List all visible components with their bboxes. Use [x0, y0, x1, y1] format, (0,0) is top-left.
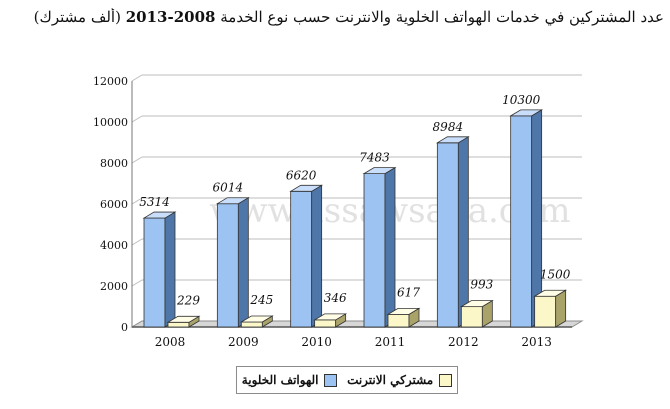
bar-mobile-2010	[289, 184, 324, 328]
gridline-diag-12000	[131, 74, 143, 82]
legend-item-mobile: الهواتف الخلوية	[242, 373, 338, 387]
data-label-internet: 617	[397, 285, 420, 299]
bar-internet-2008	[166, 315, 201, 328]
bar-internet-2008-top	[166, 315, 201, 323]
legend: الهواتف الخلوية مشتركي الانترنت	[236, 366, 458, 394]
x-tick-label: 2010	[301, 335, 332, 349]
data-label-mobile: 6014	[213, 181, 244, 195]
bar-internet-2012-front	[460, 306, 483, 328]
gridline-diag-6000	[131, 197, 143, 205]
bar-mobile-2011-front	[363, 173, 386, 328]
bar-mobile-2012-top	[435, 136, 470, 144]
data-label-mobile: 10300	[502, 93, 541, 107]
bar-internet-2009	[239, 315, 274, 328]
bar-mobile-2009-top	[215, 197, 250, 205]
bar-internet-2011-front	[387, 313, 410, 328]
bar-internet-2012-top	[459, 300, 494, 308]
data-label-internet: 245	[249, 293, 273, 307]
data-labels: 5314 229 6014 245 6620 346 7483 617 8984 993 10300…	[139, 93, 571, 307]
x-tick-label: 2009	[228, 335, 259, 349]
x-tick-label: 2012	[448, 335, 479, 349]
bar-internet-2010	[313, 313, 348, 328]
data-label-mobile: 7483	[359, 151, 390, 165]
bar-mobile-2008	[142, 211, 177, 328]
bar-mobile-2010-top	[289, 184, 324, 192]
bar-mobile-2008-top	[142, 211, 177, 219]
data-label-mobile: 6620	[286, 168, 317, 182]
y-tick-label: 6000	[100, 198, 128, 211]
bar-mobile-2010-side	[311, 184, 323, 328]
data-label-internet: 993	[470, 278, 493, 292]
gridline-diag-10000	[131, 115, 143, 123]
bar-mobile-2012-side	[457, 136, 469, 328]
bar-internet-2010-front	[314, 319, 337, 328]
bar-mobile-2011	[362, 166, 397, 328]
gridline-diag-4000	[131, 238, 143, 246]
bar-mobile-2009-side	[237, 197, 249, 328]
chart-title-main: عدد المشتركين في خدمات الهواتف الخلوية و…	[220, 8, 664, 26]
data-label-mobile: 5314	[139, 195, 170, 209]
y-tick-label: 0	[121, 321, 128, 334]
x-tick-label: 2013	[521, 335, 552, 349]
bar-internet-2013-top	[533, 289, 568, 297]
data-label-internet: 346	[324, 291, 347, 305]
chart-title-unit: (ألف مشترك)	[33, 8, 121, 26]
legend-label-mobile: الهواتف الخلوية	[241, 373, 319, 387]
gridline-diag-2000	[131, 279, 143, 287]
legend-swatch-internet	[439, 373, 453, 387]
data-label-internet: 1500	[540, 267, 571, 281]
bar-mobile-2009-front	[216, 203, 239, 328]
y-tick-label: 8000	[100, 157, 128, 170]
x-tick-label: 2011	[375, 335, 406, 349]
bar-internet-2010-top	[313, 313, 348, 321]
data-label-mobile: 8984	[433, 120, 464, 134]
bar-mobile-2012-front	[436, 142, 459, 328]
bars	[142, 109, 568, 328]
bar-mobile-2013-top	[509, 109, 544, 117]
gridlines	[131, 74, 582, 328]
bar-mobile-2008-front	[143, 217, 166, 328]
bar-internet-2011-top	[386, 307, 421, 315]
data-label-internet: 229	[176, 293, 200, 307]
bar-internet-2011	[386, 307, 421, 328]
legend-swatch-mobile	[324, 373, 338, 387]
bar-mobile-2011-side	[384, 166, 396, 328]
legend-item-internet: مشتركي الانترنت	[347, 373, 453, 387]
bar-mobile-2009	[215, 197, 250, 328]
y-tick-label: 12000	[93, 75, 128, 88]
bar-mobile-2011-top	[362, 167, 397, 174]
legend-label-internet: مشتركي الانترنت	[347, 373, 434, 387]
bar-internet-2013	[533, 289, 568, 328]
bar-mobile-2012	[435, 136, 470, 328]
bar-mobile-2013-front	[510, 115, 533, 328]
chart-title: عدد المشتركين في خدمات الهواتف الخلوية و…	[4, 8, 664, 34]
bar-internet-2009-front	[240, 321, 263, 328]
gridline-diag-8000	[131, 156, 143, 164]
y-tick-label: 4000	[100, 239, 128, 252]
bar-internet-2008-front	[167, 321, 190, 328]
bar-mobile-2008-side	[164, 211, 176, 328]
x-tick-label: 2008	[155, 335, 186, 349]
bar-mobile-2010-front	[290, 190, 313, 328]
chart-title-years: 2008-2013	[125, 8, 216, 26]
y-tick-label: 2000	[100, 280, 128, 293]
bar-internet-2012	[459, 299, 494, 328]
y-tick-label: 10000	[93, 116, 128, 129]
bar-internet-2013-front	[534, 295, 557, 328]
bar-internet-2009-top	[239, 315, 274, 323]
